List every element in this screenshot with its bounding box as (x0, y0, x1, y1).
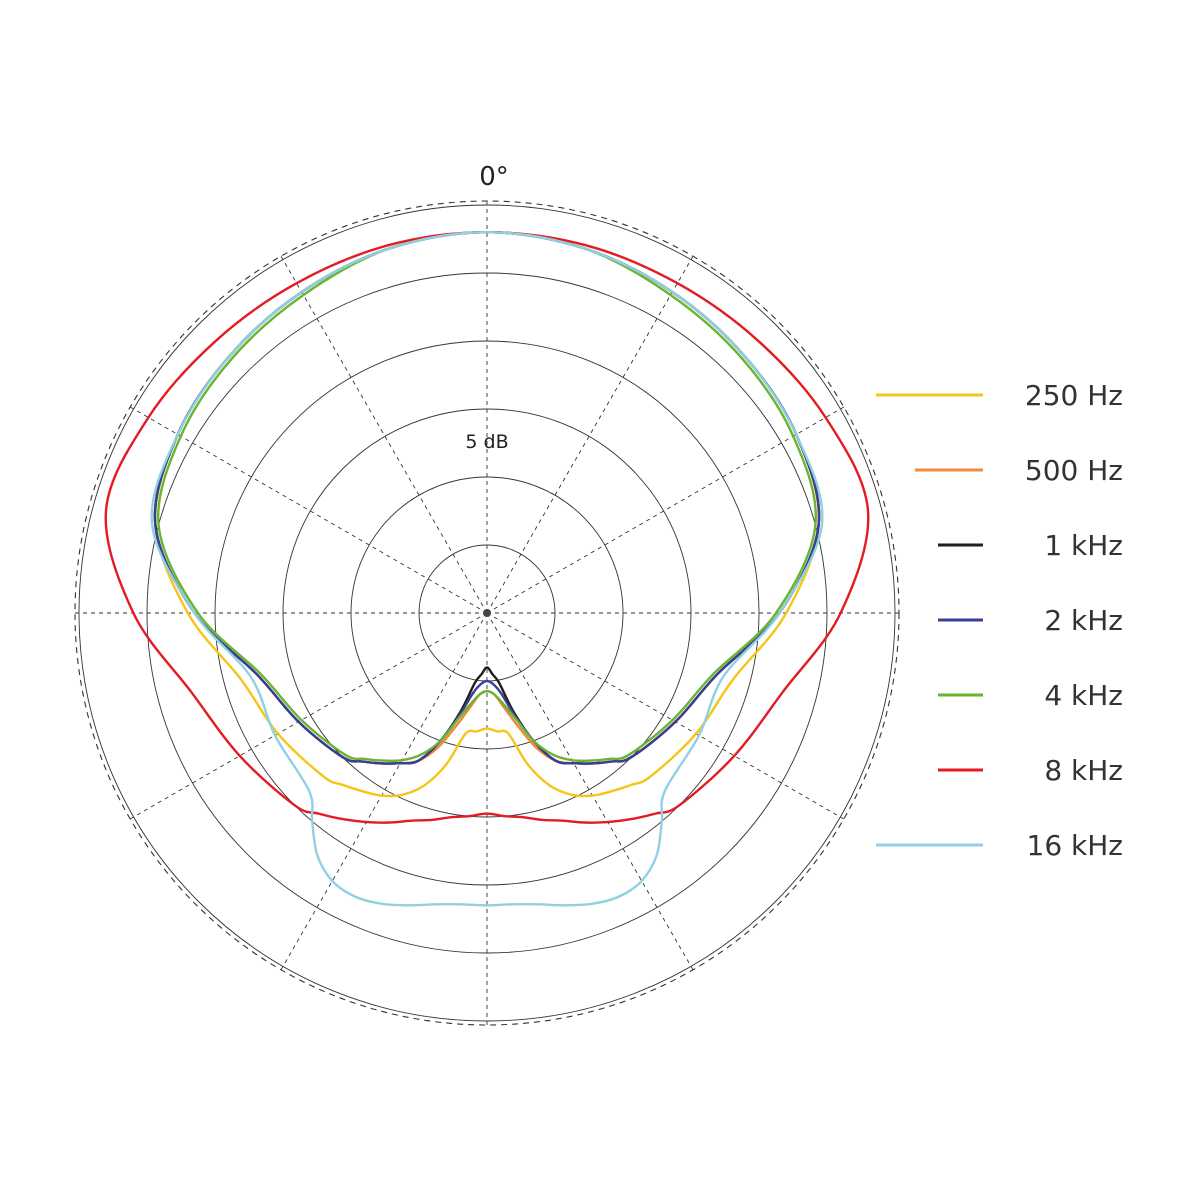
angle-label: 0° (479, 162, 509, 192)
series-line-16-khz (150, 231, 824, 907)
legend-label-4-khz: 4 kHz (1044, 679, 1123, 712)
series-layer (104, 231, 870, 907)
grid-spoke-300 (129, 406, 488, 614)
series-line-8-khz (104, 231, 870, 824)
ring-label: 5 dB (465, 431, 508, 453)
legend-label-1-khz: 1 kHz (1044, 529, 1123, 562)
series-line-2-khz (153, 231, 821, 765)
legend-label-16-khz: 16 kHz (1027, 829, 1124, 862)
legend: 250 Hz 500 Hz 1 kHz 2 kHz 4 kHz 8 kHz 16 kHz (876, 379, 1123, 862)
legend-label-500-hz: 500 Hz (1025, 454, 1123, 487)
grid-spoke-210 (280, 612, 488, 971)
grid-spoke-30 (486, 255, 694, 614)
center-dot (483, 609, 491, 617)
legend-label-2-khz: 2 kHz (1044, 604, 1123, 637)
legend-label-250-hz: 250 Hz (1025, 379, 1123, 412)
legend-label-8-khz: 8 kHz (1044, 754, 1123, 787)
grid-spoke-330 (280, 255, 488, 614)
grid-spoke-150 (486, 612, 694, 971)
grid-spoke-60 (486, 406, 845, 614)
series-line-4-khz (156, 231, 818, 763)
